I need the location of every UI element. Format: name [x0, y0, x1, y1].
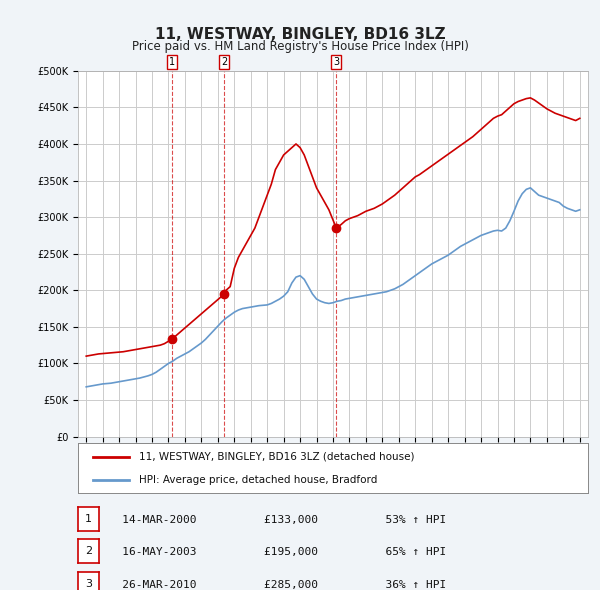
- Text: 14-MAR-2000          £133,000          53% ↑ HPI: 14-MAR-2000 £133,000 53% ↑ HPI: [102, 514, 446, 525]
- Text: 26-MAR-2010          £285,000          36% ↑ HPI: 26-MAR-2010 £285,000 36% ↑ HPI: [102, 579, 446, 589]
- Text: 11, WESTWAY, BINGLEY, BD16 3LZ: 11, WESTWAY, BINGLEY, BD16 3LZ: [155, 27, 445, 41]
- Text: 1: 1: [169, 57, 175, 67]
- Text: 3: 3: [85, 579, 92, 589]
- Text: 1: 1: [85, 514, 92, 524]
- Text: Price paid vs. HM Land Registry's House Price Index (HPI): Price paid vs. HM Land Registry's House …: [131, 40, 469, 53]
- Text: HPI: Average price, detached house, Bradford: HPI: Average price, detached house, Brad…: [139, 475, 377, 485]
- Text: 2: 2: [221, 57, 227, 67]
- Text: 2: 2: [85, 546, 92, 556]
- Text: 3: 3: [333, 57, 340, 67]
- Text: 16-MAY-2003          £195,000          65% ↑ HPI: 16-MAY-2003 £195,000 65% ↑ HPI: [102, 547, 446, 557]
- Text: 11, WESTWAY, BINGLEY, BD16 3LZ (detached house): 11, WESTWAY, BINGLEY, BD16 3LZ (detached…: [139, 451, 415, 461]
